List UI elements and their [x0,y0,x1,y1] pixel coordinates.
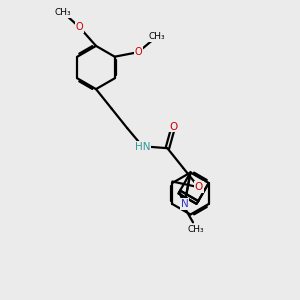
Text: O: O [194,182,203,192]
Text: CH₃: CH₃ [187,225,204,234]
Text: O: O [76,22,83,32]
Text: O: O [134,47,142,57]
Text: O: O [169,122,178,132]
Text: CH₃: CH₃ [148,32,165,41]
Text: CH₃: CH₃ [55,8,71,17]
Text: N: N [181,199,188,209]
Text: HN: HN [135,142,151,152]
